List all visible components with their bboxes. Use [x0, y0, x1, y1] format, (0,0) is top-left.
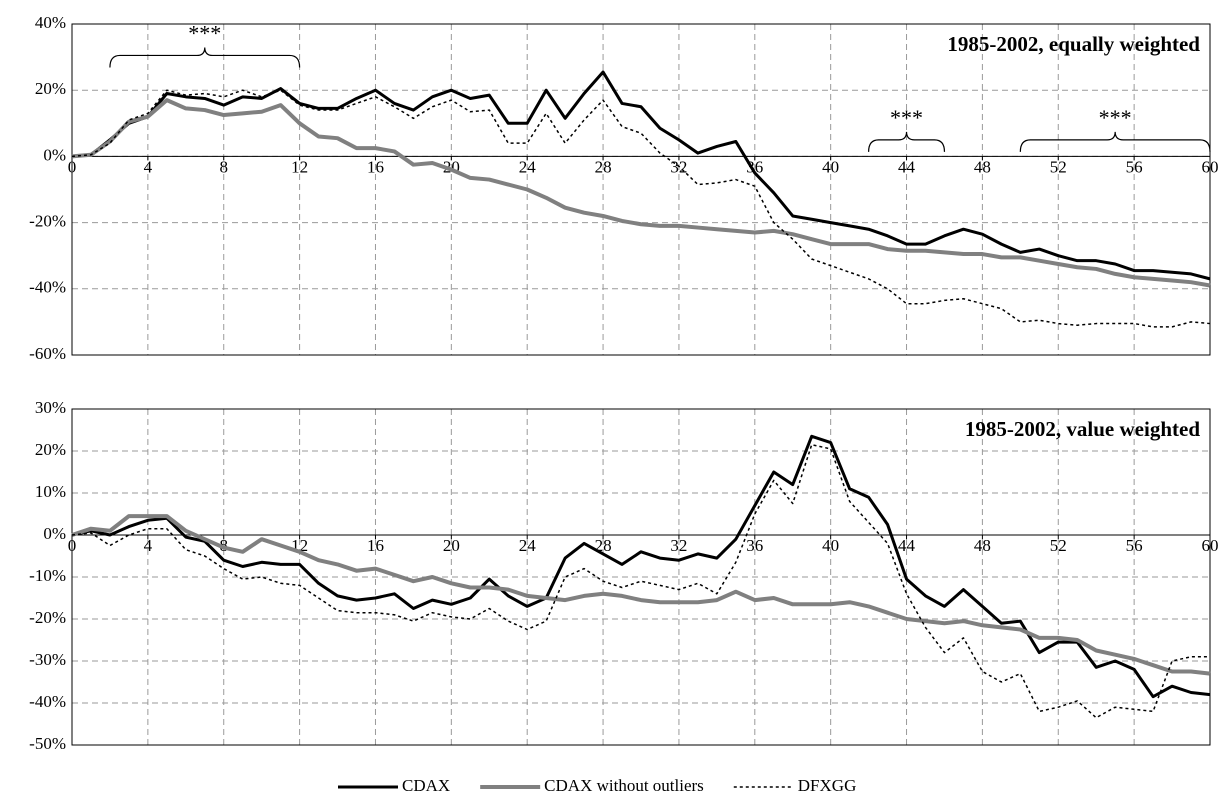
- x-tick-label: 44: [898, 536, 916, 555]
- significance-stars: ***: [890, 105, 923, 130]
- x-tick-label: 24: [519, 536, 537, 555]
- significance-bracket: [1019, 131, 1211, 152]
- y-tick-label: -60%: [29, 344, 66, 363]
- series-line: [71, 98, 1211, 288]
- x-tick-label: 32: [670, 536, 687, 555]
- x-tick-label: 4: [144, 157, 153, 176]
- y-tick-label: -30%: [29, 650, 66, 669]
- y-tick-label: -20%: [29, 212, 66, 231]
- legend-label: CDAX without outliers: [544, 776, 704, 795]
- x-tick-label: 40: [822, 157, 839, 176]
- x-tick-label: 44: [898, 157, 916, 176]
- panel-title: 1985-2002, value weighted: [965, 417, 1200, 441]
- y-tick-label: 20%: [35, 440, 66, 459]
- y-tick-label: -10%: [29, 566, 66, 585]
- x-tick-label: 56: [1126, 157, 1143, 176]
- x-tick-label: 36: [746, 536, 763, 555]
- y-tick-label: 20%: [35, 79, 66, 98]
- plot-frame: [71, 408, 1211, 746]
- x-tick-label: 16: [367, 536, 384, 555]
- series-line: [71, 434, 1211, 699]
- significance-stars: ***: [188, 20, 221, 45]
- y-tick-label: 10%: [35, 482, 66, 501]
- x-tick-label: 52: [1050, 157, 1067, 176]
- panel-title: 1985-2002, equally weighted: [947, 32, 1200, 56]
- x-tick-label: 56: [1126, 536, 1143, 555]
- y-tick-label: -20%: [29, 608, 66, 627]
- x-tick-label: 48: [974, 536, 991, 555]
- x-tick-label: 20: [443, 536, 460, 555]
- x-tick-label: 28: [595, 157, 612, 176]
- y-tick-label: 40%: [35, 13, 66, 32]
- series-line: [71, 443, 1210, 719]
- x-tick-label: 40: [822, 536, 839, 555]
- legend-label: CDAX: [402, 776, 450, 795]
- x-tick-label: 48: [974, 157, 991, 176]
- x-tick-label: 52: [1050, 536, 1067, 555]
- series-line: [71, 514, 1211, 676]
- x-tick-label: 4: [144, 536, 153, 555]
- series-line: [71, 89, 1211, 328]
- plot-frame: [71, 23, 1211, 356]
- y-tick-label: 0%: [43, 524, 66, 543]
- y-tick-label: 0%: [43, 145, 66, 164]
- significance-bracket: [109, 47, 301, 68]
- y-tick-label: -50%: [29, 734, 66, 753]
- x-tick-label: 8: [219, 536, 228, 555]
- y-tick-label: -40%: [29, 278, 66, 297]
- significance-stars: ***: [1099, 105, 1132, 130]
- legend-label: DFXGG: [798, 776, 857, 795]
- x-tick-label: 16: [367, 157, 384, 176]
- x-tick-label: 12: [291, 157, 308, 176]
- significance-bracket: [868, 131, 946, 152]
- x-tick-label: 36: [746, 157, 763, 176]
- x-tick-label: 24: [519, 157, 537, 176]
- series-line: [71, 70, 1211, 281]
- y-tick-label: 30%: [35, 398, 66, 417]
- y-tick-label: -40%: [29, 692, 66, 711]
- x-tick-label: 8: [219, 157, 228, 176]
